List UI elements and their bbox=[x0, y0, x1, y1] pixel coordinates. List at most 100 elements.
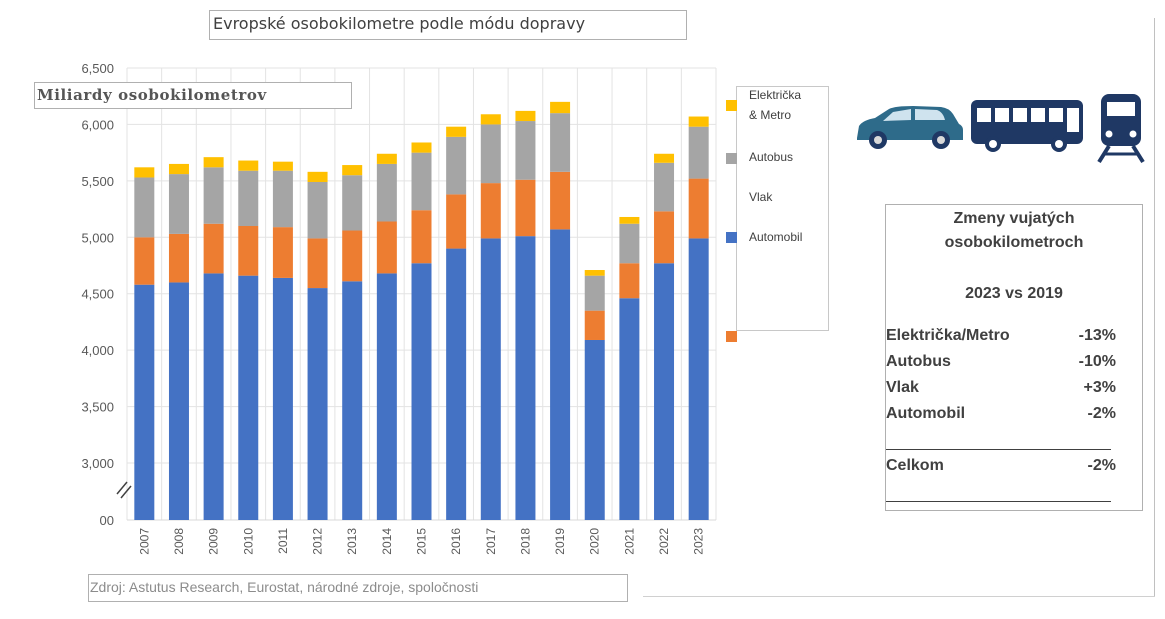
bar-segment bbox=[411, 263, 432, 520]
summary-row-value: +3% bbox=[1083, 379, 1116, 396]
x-tick-label: 2009 bbox=[207, 528, 221, 555]
bar-segment bbox=[688, 126, 709, 179]
bus-icon bbox=[971, 100, 1083, 152]
legend-swatch bbox=[726, 331, 737, 342]
x-tick-label: 2020 bbox=[588, 528, 602, 555]
summary-total-row: Celkom -2% bbox=[886, 457, 1116, 479]
bar-segment bbox=[342, 281, 363, 520]
bar-segment bbox=[446, 194, 467, 249]
source-note: Zdroj: Astutus Research, Eurostat, národ… bbox=[88, 574, 628, 602]
legend-label: Električka bbox=[749, 88, 802, 102]
x-tick-label: 2014 bbox=[380, 528, 394, 555]
summary-row-label: Električka/Metro bbox=[886, 327, 1010, 344]
summary-row-label: Automobil bbox=[886, 405, 966, 422]
x-tick-label: 2016 bbox=[449, 528, 463, 555]
bar-segment bbox=[238, 160, 259, 171]
summary-table: Zmeny vujatých osobokilometroch 2023 vs … bbox=[885, 204, 1143, 511]
panel-bottom-border bbox=[643, 596, 1155, 597]
bar-segment bbox=[480, 183, 501, 239]
bar-segment bbox=[342, 175, 363, 231]
x-tick-label: 2012 bbox=[311, 528, 325, 555]
summary-divider bbox=[886, 501, 1111, 502]
legend-label: Vlak bbox=[749, 190, 773, 204]
vehicle-icons bbox=[857, 94, 1145, 164]
bar-segment bbox=[238, 275, 259, 520]
bar-segment bbox=[515, 236, 536, 520]
bar-segment bbox=[134, 167, 155, 178]
summary-total-value: -2% bbox=[1087, 457, 1116, 474]
bar-segment bbox=[584, 310, 605, 340]
summary-row-label: Autobus bbox=[886, 353, 951, 370]
bar-segment bbox=[584, 275, 605, 311]
car-icon bbox=[857, 106, 963, 149]
bar-segment bbox=[584, 270, 605, 276]
y-tick-label: 3,500 bbox=[81, 400, 114, 415]
summary-row: Električka/Metro -13% bbox=[886, 327, 1116, 349]
legend-label: & Metro bbox=[749, 108, 792, 122]
y-tick-label: 5,500 bbox=[81, 174, 114, 189]
bar-segment bbox=[688, 116, 709, 127]
bar-segment bbox=[376, 153, 397, 164]
x-tick-label: 2022 bbox=[657, 528, 671, 555]
summary-title-line2: osobokilometroch bbox=[944, 234, 1084, 251]
bar-segment bbox=[168, 163, 189, 175]
bar-segment bbox=[342, 165, 363, 176]
y-tick-label: 6,000 bbox=[81, 117, 114, 132]
bar-segment bbox=[446, 136, 467, 195]
bar-segment bbox=[134, 177, 155, 238]
bar-segment bbox=[654, 263, 675, 520]
bar-segment bbox=[376, 273, 397, 520]
bar-segment bbox=[619, 216, 640, 224]
y-tick-label: 00 bbox=[100, 513, 114, 528]
bar-segment bbox=[550, 229, 571, 520]
panel-right-border bbox=[1154, 18, 1155, 596]
bar-segment bbox=[376, 163, 397, 222]
bar-segment bbox=[446, 126, 467, 137]
legend-label: Autobus bbox=[749, 150, 794, 164]
axis-break-mark bbox=[116, 481, 128, 495]
bar-segment bbox=[550, 101, 571, 114]
bar-segment bbox=[342, 230, 363, 282]
bar-segment bbox=[203, 223, 224, 274]
summary-row: Vlak +3% bbox=[886, 379, 1116, 401]
x-tick-label: 2021 bbox=[622, 528, 636, 555]
bar-segment bbox=[619, 298, 640, 520]
bar-segment bbox=[376, 221, 397, 274]
legend-swatch bbox=[726, 153, 737, 164]
bar-segment bbox=[480, 238, 501, 520]
x-tick-label: 2017 bbox=[484, 528, 498, 555]
bar-segment bbox=[272, 170, 293, 228]
bar-segment bbox=[688, 178, 709, 239]
y-axis-unit-label: Miliardy osobokilometrov bbox=[34, 82, 352, 109]
bar-segment bbox=[203, 157, 224, 168]
bar-segment bbox=[168, 174, 189, 234]
bar-segment bbox=[480, 124, 501, 184]
bar-segment bbox=[272, 277, 293, 520]
summary-row-value: -10% bbox=[1078, 353, 1116, 370]
bar-segment bbox=[515, 121, 536, 180]
summary-divider bbox=[886, 449, 1111, 450]
bar-segment bbox=[654, 153, 675, 163]
bar-segment bbox=[654, 211, 675, 264]
bar-segment bbox=[480, 114, 501, 125]
bar-segment bbox=[203, 167, 224, 224]
bar-segment bbox=[411, 142, 432, 153]
legend-label: Automobil bbox=[749, 230, 803, 244]
bar-segment bbox=[272, 227, 293, 278]
summary-subtitle: 2023 vs 2019 bbox=[965, 285, 1063, 302]
y-tick-label: 4,500 bbox=[81, 287, 114, 302]
train-icon bbox=[1097, 94, 1145, 164]
axis-break-mark bbox=[120, 485, 132, 499]
bar-segment bbox=[238, 170, 259, 226]
bar-segment bbox=[238, 226, 259, 276]
x-tick-label: 2023 bbox=[692, 528, 706, 555]
bar-segment bbox=[411, 152, 432, 211]
y-tick-label: 6,500 bbox=[81, 61, 114, 76]
legend-swatch bbox=[726, 232, 737, 243]
x-tick-label: 2015 bbox=[415, 528, 429, 555]
x-tick-label: 2011 bbox=[276, 528, 290, 554]
x-tick-label: 2007 bbox=[137, 528, 151, 555]
x-tick-label: 2013 bbox=[345, 528, 359, 555]
summary-row-value: -13% bbox=[1078, 327, 1116, 344]
bar-segment bbox=[307, 171, 328, 182]
